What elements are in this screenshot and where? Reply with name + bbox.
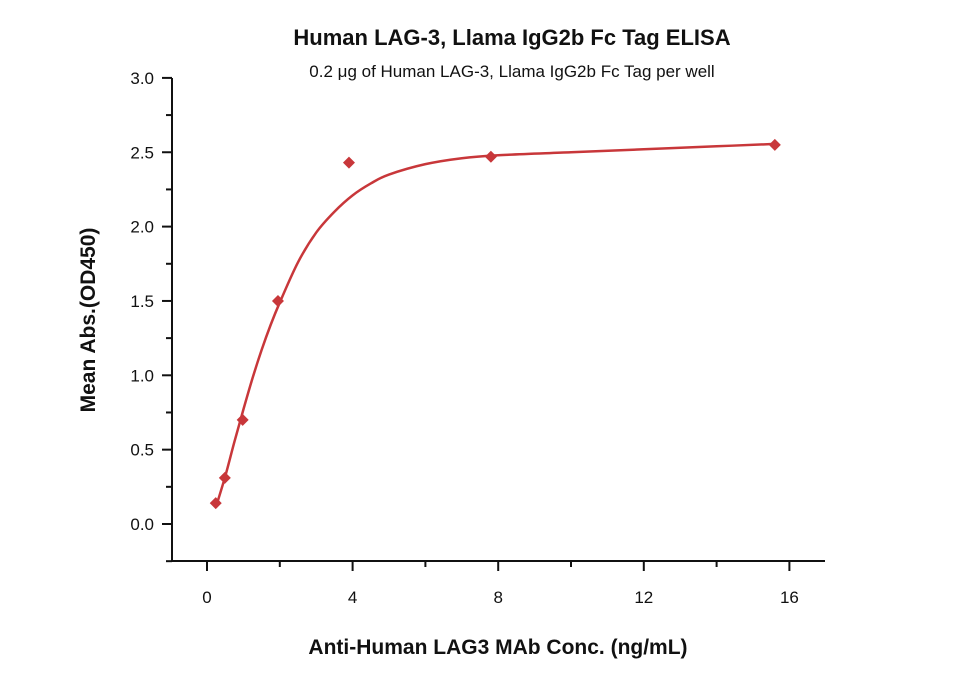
chart-subtitle: 0.2 μg of Human LAG-3, Llama IgG2b Fc Ta… [309, 62, 714, 81]
y-tick-label: 3.0 [130, 69, 154, 88]
x-tick-label: 4 [348, 588, 357, 607]
y-tick-label: 2.0 [130, 218, 154, 237]
fit-curve [214, 142, 775, 509]
data-point [209, 497, 222, 510]
y-axis-label: Mean Abs.(OD450) [77, 228, 100, 413]
y-tick-label: 1.0 [130, 366, 154, 385]
data-point [271, 294, 284, 307]
x-axis-label: Anti-Human LAG3 MAb Conc. (ng/mL) [308, 636, 687, 659]
y-tick-label: 0.0 [130, 515, 154, 534]
y-tick-label: 2.5 [130, 143, 154, 162]
chart-title: Human LAG-3, Llama IgG2b Fc Tag ELISA [293, 25, 730, 50]
data-point [342, 156, 355, 169]
data-point [768, 138, 781, 151]
data-point [218, 471, 231, 484]
data-point [484, 150, 497, 163]
x-tick-label: 8 [493, 588, 502, 607]
x-tick-label: 12 [634, 588, 653, 607]
y-tick-label: 1.5 [130, 292, 154, 311]
x-tick-label: 0 [202, 588, 211, 607]
x-tick-label: 16 [780, 588, 799, 607]
data-point [236, 413, 249, 426]
y-tick-label: 0.5 [130, 441, 154, 460]
